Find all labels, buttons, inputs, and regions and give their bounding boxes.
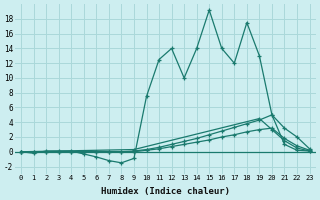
X-axis label: Humidex (Indice chaleur): Humidex (Indice chaleur) (101, 187, 230, 196)
